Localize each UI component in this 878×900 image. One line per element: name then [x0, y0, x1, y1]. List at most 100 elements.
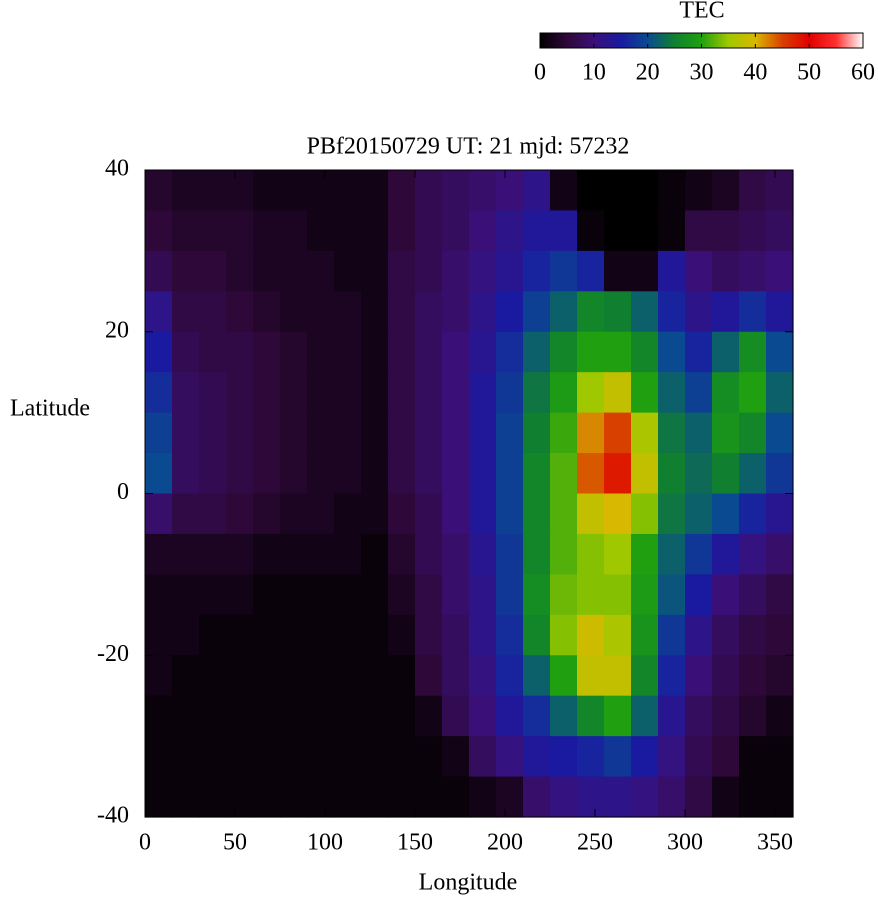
heatmap-cell — [712, 250, 740, 292]
heatmap-cell — [712, 372, 740, 414]
heatmap-cell — [145, 331, 173, 373]
heatmap-cell — [550, 574, 578, 616]
heatmap-cell — [685, 493, 713, 535]
colorbar-tick-label: 60 — [851, 60, 875, 86]
heatmap-cell — [307, 412, 335, 454]
heatmap-cell — [145, 695, 173, 737]
heatmap-cell — [361, 291, 389, 333]
heatmap-cell — [469, 533, 497, 575]
heatmap-cell — [577, 614, 605, 656]
heatmap-cell — [415, 331, 443, 373]
heatmap-cell — [172, 533, 200, 575]
heatmap-cell — [415, 533, 443, 575]
heatmap-cell — [145, 655, 173, 697]
heatmap-cell — [631, 453, 659, 495]
heatmap-cell — [496, 372, 524, 414]
heatmap-cell — [523, 412, 551, 454]
heatmap-cell — [388, 331, 416, 373]
heatmap-cell — [145, 170, 173, 212]
heatmap-cell — [361, 533, 389, 575]
heatmap-cell — [226, 210, 254, 252]
heatmap-cell — [685, 291, 713, 333]
heatmap-cell — [199, 170, 227, 212]
heatmap-cell — [550, 210, 578, 252]
heatmap-cell — [523, 695, 551, 737]
heatmap-cell — [253, 291, 281, 333]
x-tick-label: 50 — [223, 830, 247, 856]
heatmap-cell — [199, 574, 227, 616]
heatmap-cell — [550, 453, 578, 495]
heatmap-cell — [226, 695, 254, 737]
heatmap-cell — [577, 493, 605, 535]
heatmap-cell — [685, 533, 713, 575]
heatmap-cell — [145, 533, 173, 575]
heatmap-cell — [172, 210, 200, 252]
heatmap-cell — [523, 210, 551, 252]
heatmap-cell — [172, 776, 200, 818]
colorbar-tick-label: 40 — [743, 60, 767, 86]
heatmap-cell — [631, 372, 659, 414]
heatmap-cell — [253, 331, 281, 373]
heatmap-cell — [685, 695, 713, 737]
heatmap-cell — [685, 736, 713, 778]
heatmap-cell — [685, 372, 713, 414]
heatmap-cell — [496, 574, 524, 616]
heatmap-cell — [442, 210, 470, 252]
heatmap-cell — [766, 250, 794, 292]
heatmap-cell — [307, 776, 335, 818]
heatmap-cell — [226, 614, 254, 656]
heatmap-cell — [469, 250, 497, 292]
heatmap-cell — [496, 170, 524, 212]
heatmap-cell — [766, 453, 794, 495]
heatmap-cell — [658, 210, 686, 252]
heatmap-cell — [766, 695, 794, 737]
heatmap-cell — [415, 776, 443, 818]
heatmap-cell — [712, 533, 740, 575]
heatmap-cell — [253, 736, 281, 778]
heatmap-cell — [658, 291, 686, 333]
heatmap-cell — [334, 695, 362, 737]
heatmap-cell — [523, 331, 551, 373]
heatmap-cell — [523, 372, 551, 414]
heatmap-cell — [712, 695, 740, 737]
heatmap-cell — [550, 291, 578, 333]
heatmap-cell — [226, 291, 254, 333]
heatmap-cell — [577, 412, 605, 454]
heatmap-cell — [253, 695, 281, 737]
heatmap-cell — [712, 776, 740, 818]
heatmap-cell — [280, 574, 308, 616]
heatmap-cell — [388, 776, 416, 818]
heatmap-cell — [280, 695, 308, 737]
heatmap-cell — [388, 372, 416, 414]
y-tick-label: 20 — [105, 317, 129, 343]
heatmap-cell — [415, 736, 443, 778]
heatmap-cell — [712, 331, 740, 373]
heatmap-cell — [307, 736, 335, 778]
heatmap-cell — [685, 210, 713, 252]
heatmap-cell — [145, 453, 173, 495]
heatmap-cell — [631, 210, 659, 252]
heatmap-cell — [361, 412, 389, 454]
heatmap-cell — [631, 412, 659, 454]
heatmap-cell — [334, 493, 362, 535]
heatmap-cell — [550, 250, 578, 292]
heatmap-cell — [469, 372, 497, 414]
heatmap-cell — [469, 493, 497, 535]
x-tick-label: 250 — [577, 830, 613, 856]
heatmap-cell — [199, 533, 227, 575]
heatmap-cell — [253, 250, 281, 292]
heatmap-cell — [631, 533, 659, 575]
heatmap-cell — [550, 170, 578, 212]
heatmap-cell — [415, 574, 443, 616]
x-tick-label: 0 — [139, 830, 151, 856]
heatmap-cell — [550, 331, 578, 373]
heatmap-cell — [415, 412, 443, 454]
heatmap-cell — [307, 655, 335, 697]
colorbar-tick-label: 0 — [534, 60, 546, 86]
heatmap-cell — [685, 453, 713, 495]
heatmap-cell — [631, 493, 659, 535]
heatmap-cell — [685, 655, 713, 697]
heatmap-cell — [577, 695, 605, 737]
heatmap-cell — [658, 655, 686, 697]
